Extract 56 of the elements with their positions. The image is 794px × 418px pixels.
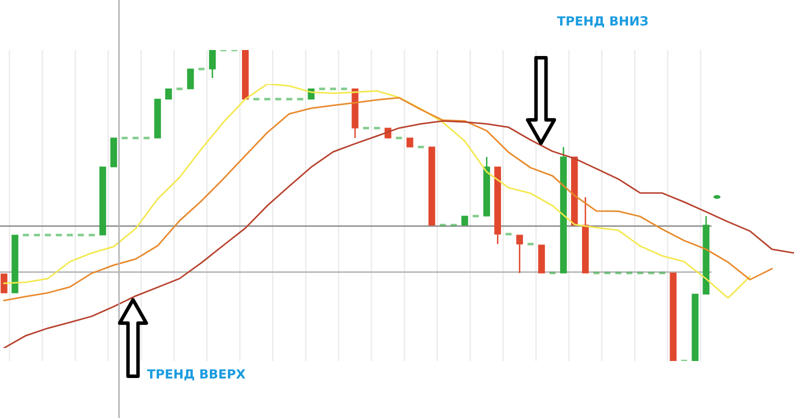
candlestick <box>264 98 270 100</box>
candlestick <box>604 272 610 274</box>
candlestick <box>297 98 304 100</box>
candlestick <box>0 274 8 294</box>
candlestick <box>428 146 436 226</box>
candlestick <box>571 156 578 226</box>
candlestick <box>506 232 512 236</box>
candlestick <box>154 98 161 138</box>
candlestick <box>593 272 600 274</box>
candlestick <box>122 136 128 140</box>
candlestick <box>450 224 457 226</box>
candlestick <box>12 234 18 294</box>
candlestick <box>144 136 150 140</box>
candlestick <box>198 68 204 70</box>
candlestick <box>670 272 677 361</box>
candlestick <box>440 224 446 226</box>
candlestick <box>659 272 666 274</box>
candlestick <box>209 50 216 79</box>
text: ТРЕНД ВВЕРХ <box>147 369 246 380</box>
candlestick <box>461 216 468 226</box>
candlestick <box>516 234 523 274</box>
candlestick <box>242 50 249 100</box>
candlestick <box>88 234 95 236</box>
candlestick <box>341 88 348 90</box>
candlestick <box>187 68 194 90</box>
candlestick <box>286 98 292 100</box>
candlestick <box>374 126 380 130</box>
candlestick <box>110 138 118 168</box>
candlestick <box>648 272 654 274</box>
candlestick <box>418 146 424 148</box>
candlestick <box>132 136 139 140</box>
candlestick <box>549 272 556 274</box>
candlestick <box>538 244 545 274</box>
candlestick <box>66 234 73 236</box>
candlestick <box>406 138 414 148</box>
candlestick <box>44 234 51 236</box>
candlestick <box>56 234 62 236</box>
candlestick <box>472 214 479 218</box>
candlestick <box>396 136 402 140</box>
candlestick <box>176 88 183 90</box>
candlestick <box>330 88 336 90</box>
candlestick <box>78 234 84 236</box>
candlestick <box>22 234 29 236</box>
candlestick <box>253 98 260 100</box>
candlestick <box>99 166 106 236</box>
candlestick <box>615 272 622 274</box>
candlestick <box>275 98 282 100</box>
text: ТРЕНД ВНИЗ <box>557 16 648 28</box>
candlestick <box>626 272 632 274</box>
candlestick <box>34 234 40 236</box>
candlestick <box>165 88 172 100</box>
candlestick <box>319 88 326 90</box>
candlestick <box>528 242 534 246</box>
candlestick <box>362 126 370 130</box>
candlestick <box>692 294 698 361</box>
candlestick <box>637 272 644 274</box>
